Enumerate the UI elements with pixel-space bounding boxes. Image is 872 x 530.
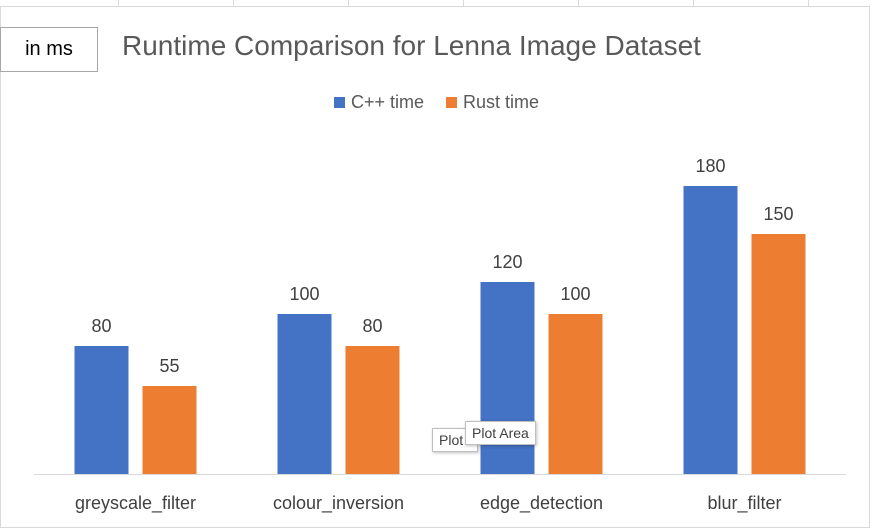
data-label-rust-colour_inversion[interactable]: 80 [362,316,382,336]
legend-entry-cpp[interactable]: C++ time [334,92,424,113]
tooltip-label: Plot Area [472,425,529,441]
data-label-cpp-blur_filter[interactable]: 180 [695,156,725,176]
data-label-cpp-greyscale_filter[interactable]: 80 [91,316,111,336]
sheet-column-line [348,0,349,6]
sheet-column-line [463,0,464,6]
bar-cpp-blur_filter[interactable] [683,186,738,474]
x-tick-label-greyscale_filter: greyscale_filter [75,493,196,514]
plot-area-tooltip: Plot Area [465,421,536,445]
legend-swatch-cpp [334,97,345,108]
legend-entry-rust[interactable]: Rust time [446,92,539,113]
x-tick-label-edge_detection: edge_detection [480,493,603,514]
bar-rust-blur_filter[interactable] [751,234,806,474]
tooltip-shadow-label: Plot . [439,432,471,448]
x-tick-label-colour_inversion: colour_inversion [273,493,404,514]
bar-cpp-colour_inversion[interactable] [277,314,332,474]
sheet-column-line [578,0,579,6]
unit-label-box[interactable]: in ms [0,27,98,72]
x-tick-label-blur_filter: blur_filter [707,493,781,514]
sheet-column-line [118,0,119,6]
legend-label-cpp: C++ time [351,92,425,112]
spreadsheet-gridlines [0,0,872,6]
chart-legend[interactable]: C++ time Rust time [334,92,539,113]
data-label-cpp-edge_detection[interactable]: 120 [492,252,522,272]
bar-rust-edge_detection[interactable] [548,314,603,474]
chart-title[interactable]: Runtime Comparison for Lenna Image Datas… [122,30,701,61]
data-label-rust-edge_detection[interactable]: 100 [560,284,590,304]
sheet-column-line [233,0,234,6]
bar-rust-colour_inversion[interactable] [345,346,400,474]
unit-label: in ms [25,38,73,60]
data-label-cpp-colour_inversion[interactable]: 100 [289,284,319,304]
legend-label-rust: Rust time [463,92,540,112]
bar-rust-greyscale_filter[interactable] [142,386,197,474]
data-label-rust-greyscale_filter[interactable]: 55 [159,356,179,376]
bar-cpp-edge_detection[interactable] [480,282,535,474]
sheet-column-line [808,0,809,6]
sheet-column-line [693,0,694,6]
bar-cpp-greyscale_filter[interactable] [74,346,129,474]
legend-swatch-rust [446,97,458,108]
data-label-rust-blur_filter[interactable]: 150 [763,204,793,224]
